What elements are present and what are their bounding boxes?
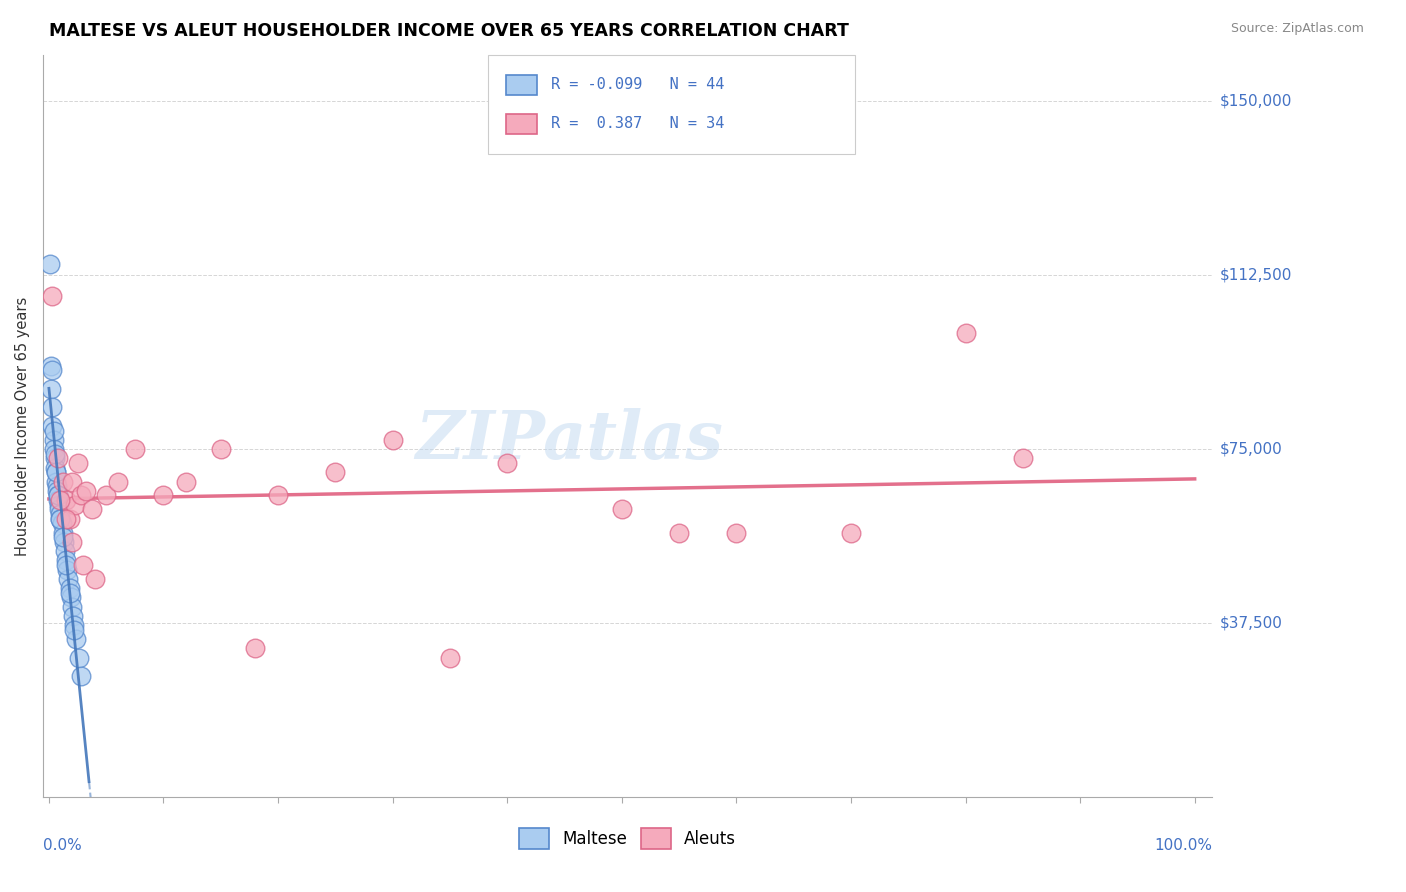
Point (42, 433, 65, 447)
Point (46, 479, 69, 493)
Point (49, 493, 72, 508)
Point (955, 326, 977, 341)
Point (96, 488, 118, 502)
Point (51, 516, 73, 531)
Point (70, 488, 93, 502)
Point (45, 465, 67, 479)
Point (48, 498, 70, 512)
Text: 0.0%: 0.0% (44, 838, 82, 853)
Point (59, 591, 82, 605)
Point (381, 433, 404, 447)
Point (83, 572, 105, 586)
Point (49, 507, 72, 521)
Point (44, 451, 66, 466)
Point (72, 558, 94, 572)
Point (39, 382, 62, 396)
Point (52, 530, 75, 544)
Point (52, 534, 75, 549)
Text: $37,500: $37,500 (1220, 615, 1284, 631)
Point (48, 502, 70, 516)
Point (63, 618, 86, 632)
Legend: Maltese, Aleuts: Maltese, Aleuts (512, 822, 742, 855)
Point (1011, 451, 1033, 466)
Text: R =  0.387   N = 34: R = 0.387 N = 34 (551, 117, 724, 131)
Point (82, 502, 104, 516)
Point (107, 475, 129, 489)
Point (45, 475, 67, 489)
Point (39, 257, 62, 271)
Point (45, 465, 67, 479)
Point (53, 544, 76, 558)
Text: ZIPatlas: ZIPatlas (415, 409, 723, 474)
Point (75, 483, 97, 498)
Point (46, 493, 69, 508)
Point (58, 581, 80, 595)
Point (42, 424, 65, 438)
Point (46, 488, 69, 502)
Point (52, 525, 75, 540)
Point (58, 572, 80, 586)
Point (325, 465, 347, 479)
Point (610, 502, 633, 516)
Text: R = -0.099   N = 44: R = -0.099 N = 44 (551, 78, 724, 92)
Point (63, 623, 86, 637)
Y-axis label: Householder Income Over 65 years: Householder Income Over 65 years (15, 296, 30, 556)
Point (60, 475, 83, 489)
Point (65, 632, 87, 647)
Point (176, 475, 198, 489)
Point (49, 511, 72, 525)
Point (41, 363, 63, 377)
Point (55, 493, 77, 508)
Point (58, 586, 80, 600)
Point (496, 456, 519, 470)
Point (41, 401, 63, 415)
Point (243, 641, 266, 656)
Point (41, 289, 63, 303)
Point (52, 475, 75, 489)
Point (49, 511, 72, 525)
Point (267, 488, 290, 502)
Point (66, 456, 89, 470)
Point (152, 488, 174, 502)
Text: MALTESE VS ALEUT HOUSEHOLDER INCOME OVER 65 YEARS CORRELATION CHART: MALTESE VS ALEUT HOUSEHOLDER INCOME OVER… (49, 22, 849, 40)
Point (60, 599, 83, 614)
Point (39, 359, 62, 373)
Point (46, 483, 69, 498)
Text: $150,000: $150,000 (1220, 94, 1292, 109)
Point (67, 650, 90, 665)
Point (41, 419, 63, 434)
Text: $112,500: $112,500 (1220, 268, 1292, 283)
Point (44, 460, 66, 475)
Point (65, 498, 87, 512)
Point (60, 534, 83, 549)
Text: 100.0%: 100.0% (1154, 838, 1212, 853)
Point (46, 488, 69, 502)
Text: Source: ZipAtlas.com: Source: ZipAtlas.com (1230, 22, 1364, 36)
Point (62, 609, 84, 624)
Point (58, 511, 80, 525)
Point (70, 669, 93, 683)
Point (839, 525, 862, 540)
Point (668, 525, 690, 540)
Point (55, 558, 77, 572)
Point (439, 650, 461, 665)
Point (56, 563, 79, 577)
Point (42, 442, 65, 457)
Point (55, 511, 77, 525)
Point (44, 447, 66, 461)
Point (46, 451, 69, 466)
Point (725, 525, 748, 540)
Text: $75,000: $75,000 (1220, 442, 1282, 457)
Point (124, 442, 146, 457)
Point (209, 442, 232, 457)
Point (55, 553, 77, 567)
